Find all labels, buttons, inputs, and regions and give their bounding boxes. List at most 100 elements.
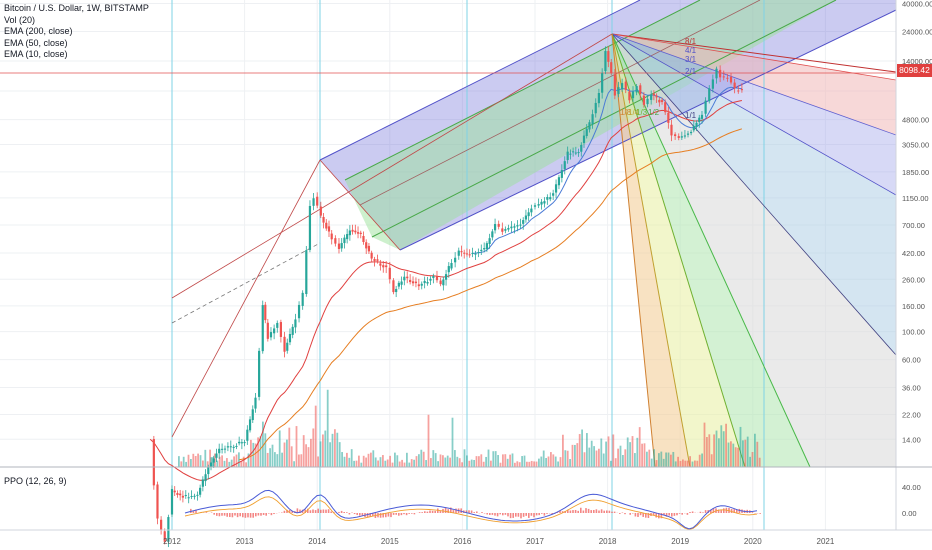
ppo-histogram-bar: [418, 512, 421, 513]
candle-body: [308, 205, 312, 250]
price-tick-label: 1850.00: [902, 168, 929, 177]
ppo-histogram-bar: [234, 513, 236, 516]
volume-bar: [480, 454, 483, 467]
candle-body: [677, 136, 680, 138]
volume-bar: [281, 452, 283, 467]
candle-body: [258, 350, 261, 397]
volume-bar: [302, 435, 305, 467]
candle-body: [566, 151, 569, 161]
ppo-histogram-bar: [205, 512, 208, 513]
volume-bar: [492, 451, 495, 467]
ema10-legend[interactable]: EMA (10, close): [4, 49, 68, 59]
ppo-histogram-bar: [307, 508, 309, 513]
candle-body: [722, 76, 725, 78]
volume-bar: [631, 436, 634, 467]
volume-bar: [571, 444, 574, 467]
ppo-histogram-bar: [382, 513, 384, 518]
volume-bar: [185, 461, 187, 467]
volume-bar: [533, 461, 535, 467]
price-tick-label: 1150.00: [902, 194, 929, 203]
fan-8-1: [611, 33, 897, 73]
volume-bar: [718, 438, 720, 467]
candle-body: [719, 69, 722, 78]
ppo-histogram-bar: [499, 513, 501, 515]
volume-bar: [658, 453, 660, 467]
ppo-histogram-bar: [317, 508, 319, 513]
vol-legend[interactable]: Vol (20): [4, 14, 36, 25]
candle-body: [569, 153, 572, 155]
ppo-legend[interactable]: PPO (12, 26, 9): [4, 476, 67, 486]
ppo-tick-label: 40.00: [902, 483, 921, 492]
volume-bar: [701, 453, 703, 467]
candle-body: [429, 278, 432, 281]
candle-body: [655, 95, 658, 98]
ppo-histogram-bar: [569, 510, 572, 513]
candle-body: [624, 81, 627, 90]
candle-body: [740, 89, 744, 91]
time-axis[interactable]: 2012 2013 2014 2015 2016 2017 2018 2019 2020 2021: [163, 537, 835, 546]
ppo-histogram-bar: [195, 509, 197, 513]
volume-bar: [326, 389, 329, 467]
ppo-histogram-bar: [460, 508, 462, 513]
ppo-histogram-bar: [465, 510, 468, 513]
candle-body: [181, 495, 184, 498]
price-axis[interactable]: 40000.00 24000.00 14000.00 4800.00 3050.00 18…: [902, 0, 932, 518]
volume-bar: [182, 456, 185, 467]
volume-bar: [518, 462, 521, 467]
ppo-histogram-bar: [257, 513, 260, 516]
ppo-histogram-bar: [686, 513, 689, 515]
symbol-title[interactable]: Bitcoin / U.S. Dollar, 1W, BITSTAMP: [4, 3, 149, 13]
fib-label: 4/1: [685, 46, 697, 55]
fib-fan-labels: 8/14/13/1 2/1 1/1 1/81/41/3 1/2: [620, 37, 697, 120]
volume-bar: [382, 455, 384, 467]
candle-body: [187, 497, 190, 499]
candle-body: [686, 133, 690, 135]
volume-bar: [605, 441, 607, 467]
ppo-histogram-bar: [561, 511, 564, 513]
ema50-legend[interactable]: EMA (50, close): [4, 37, 68, 48]
volume-bar: [228, 461, 231, 467]
candle-body: [646, 98, 649, 105]
ppo-histogram-bar: [320, 509, 322, 513]
candle-body: [379, 263, 382, 266]
candle-body: [264, 304, 267, 321]
ppo-histogram-bar: [717, 509, 720, 513]
candle-body: [698, 117, 701, 123]
volume-bar: [372, 450, 375, 467]
volume-bar: [540, 456, 543, 467]
candle-body: [173, 490, 176, 493]
ppo-histogram-bar: [221, 513, 223, 516]
ppo-histogram-bar: [476, 511, 478, 513]
volume-bar: [307, 447, 310, 467]
candle-body: [715, 68, 718, 79]
volume-bar: [305, 444, 307, 467]
ppo-histogram-bar: [652, 513, 655, 516]
volume-bar: [511, 453, 514, 467]
candle-body: [286, 342, 289, 351]
ppo-histogram-bar: [676, 513, 678, 516]
volume-bar: [290, 446, 293, 467]
ppo-histogram-bar: [634, 513, 637, 517]
ppo-histogram-bar: [639, 513, 642, 516]
volume-bar: [559, 457, 562, 467]
volume-bar: [569, 459, 571, 467]
volume-bar: [662, 458, 665, 467]
candle-body: [601, 73, 604, 93]
candle-body: [204, 474, 207, 482]
candle-body: [552, 193, 555, 196]
ppo-histogram-bar: [455, 508, 457, 513]
volume-bar: [566, 450, 569, 467]
candle-body: [471, 252, 474, 255]
volume-bar: [451, 417, 454, 467]
candle-body: [291, 326, 294, 335]
last-price-tag: 8098.42: [897, 64, 932, 77]
ppo-histogram-bar: [535, 513, 538, 516]
ppo-histogram-bar: [587, 508, 590, 513]
ema200-legend[interactable]: EMA (200, close): [4, 26, 73, 36]
ppo-histogram-bar: [314, 510, 317, 513]
volume-bar: [710, 454, 713, 467]
ppo-histogram-bar: [213, 513, 215, 515]
fib-label: 1/3: [636, 108, 648, 117]
volume-bar: [238, 452, 240, 467]
